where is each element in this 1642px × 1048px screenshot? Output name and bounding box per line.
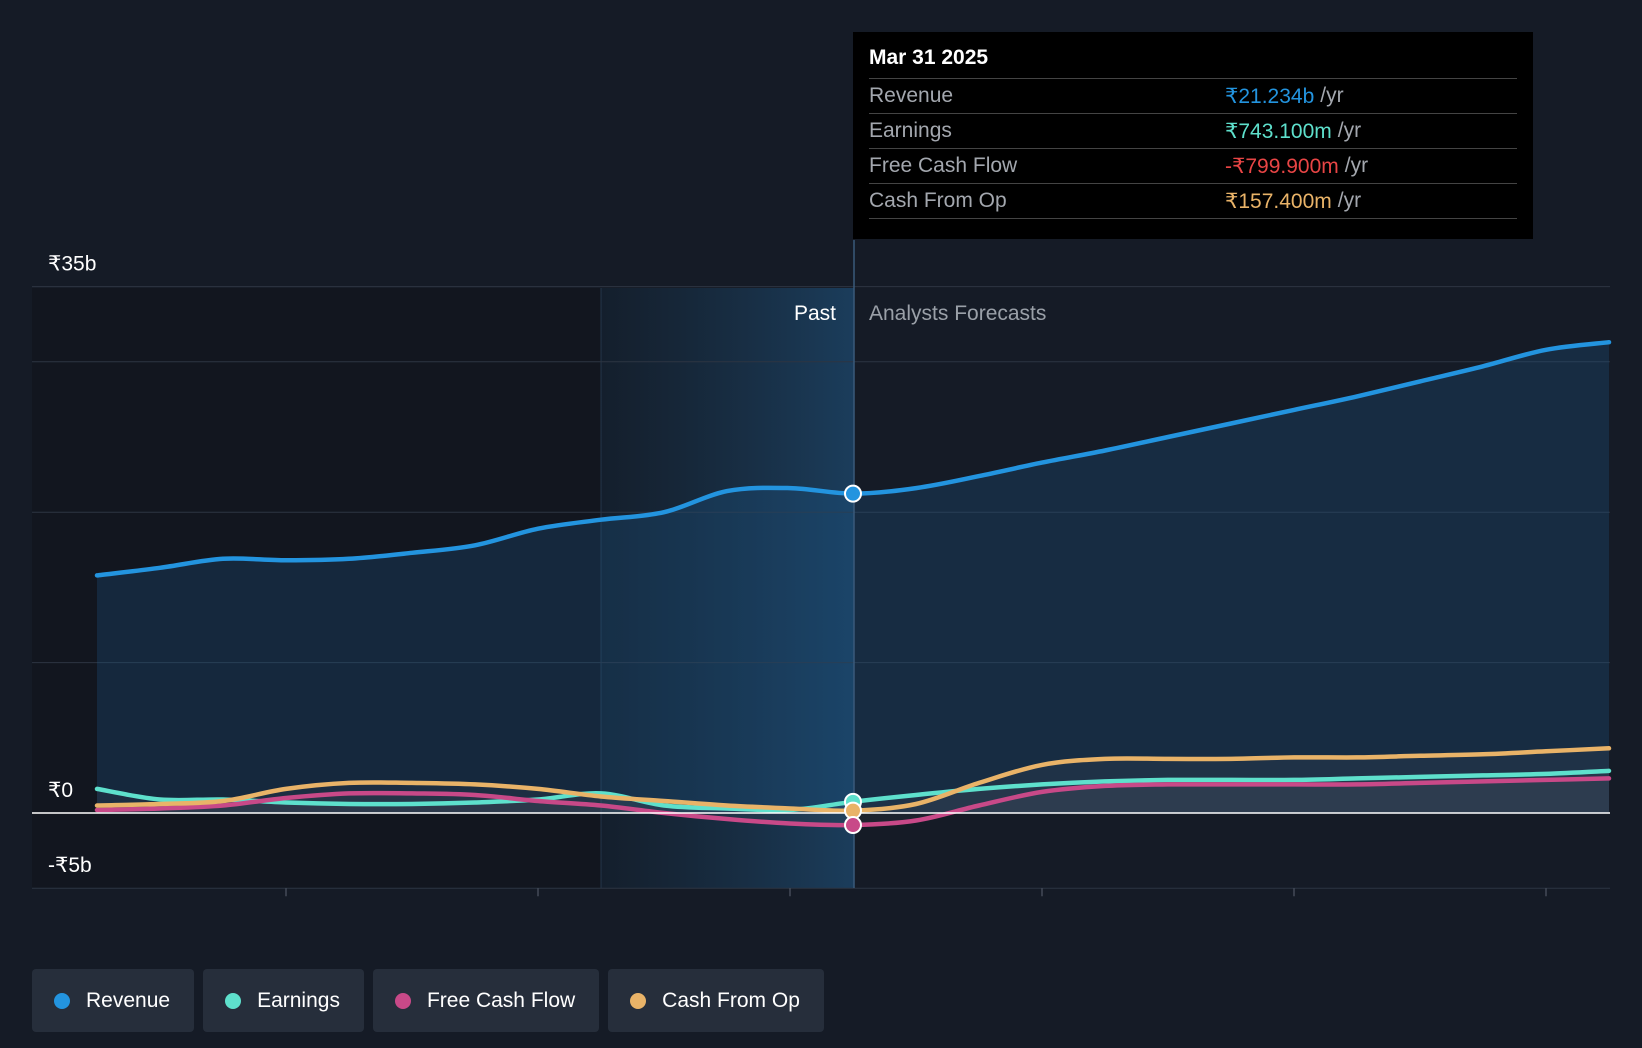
tooltip-value: ₹157.400m [1225,189,1332,213]
legend-label: Earnings [257,988,340,1012]
tooltip-series-name: Earnings [869,119,952,142]
tooltip-row-revenue: Revenue ₹21.234b/yr [869,79,1517,114]
tooltip-unit: /yr [1344,154,1369,177]
legend-dot-icon [630,992,647,1009]
legend-dot-icon [225,992,242,1009]
tooltip-series-name: Cash From Op [869,189,1007,212]
y-axis-label: ₹0 [48,779,73,802]
legend-label: Free Cash Flow [426,988,576,1012]
tooltip-rows: Revenue ₹21.234b/yr Earnings ₹743.100m/yr Fr… [869,79,1517,219]
y-axis-labels: ₹35b ₹0 -₹5b [48,253,96,878]
tooltip-value: -₹799.900m [1225,154,1339,178]
legend-item-cash-from-op[interactable]: Cash From Op [608,969,824,1032]
forecast-label: Analysts Forecasts [869,302,1046,325]
tooltip-series-name: Revenue [869,84,954,107]
tooltip-unit: /yr [1337,119,1362,142]
tooltip-row-cash-from-op: Cash From Op ₹157.400m/yr [869,184,1517,219]
legend-item-revenue[interactable]: Revenue [32,969,195,1032]
legend: Revenue Earnings Free Cash Flow Cash From O… [32,969,824,1032]
free-cash-flow-area [97,778,1609,826]
legend-label: Revenue [86,988,171,1012]
tooltip-value: ₹21.234b [1225,84,1315,108]
legend-dot-icon [54,992,70,1009]
y-axis-label: ₹35b [48,253,96,276]
revenue-area [97,342,1609,813]
free-cash-flow-marker [844,816,862,835]
tooltip-value: ₹743.100m [1225,119,1332,143]
legend-item-earnings[interactable]: Earnings [203,969,364,1032]
legend-dot-icon [394,992,411,1009]
tooltip-row-free-cash-flow: Free Cash Flow -₹799.900m/yr [869,149,1517,184]
revenue-line [94,339,1612,578]
financial-chart: ₹35b ₹0 -₹5b 202320242025202620272028 Past… [32,240,1612,897]
hover-markers [844,484,862,835]
past-highlight-band [601,288,854,888]
legend-label: Cash From Op [662,988,800,1012]
tooltip-unit: /yr [1320,84,1344,107]
revenue-marker [844,484,862,503]
legend-item-free-cash-flow[interactable]: Free Cash Flow [372,969,600,1032]
tooltip-row-earnings: Earnings ₹743.100m/yr [869,114,1517,149]
gridlines [32,286,1610,889]
tooltip-unit: /yr [1337,189,1362,212]
x-axis-ticks: 202320242025202620272028 [285,888,1547,897]
tooltip-series-name: Free Cash Flow [869,154,1018,177]
tooltip: Mar 31 2025 Revenue ₹21.234b/yr Earnings ₹7… [853,32,1533,239]
y-axis-label: -₹5b [48,854,92,877]
tooltip-date: Mar 31 2025 [869,46,1517,79]
past-label: Past [794,302,836,325]
